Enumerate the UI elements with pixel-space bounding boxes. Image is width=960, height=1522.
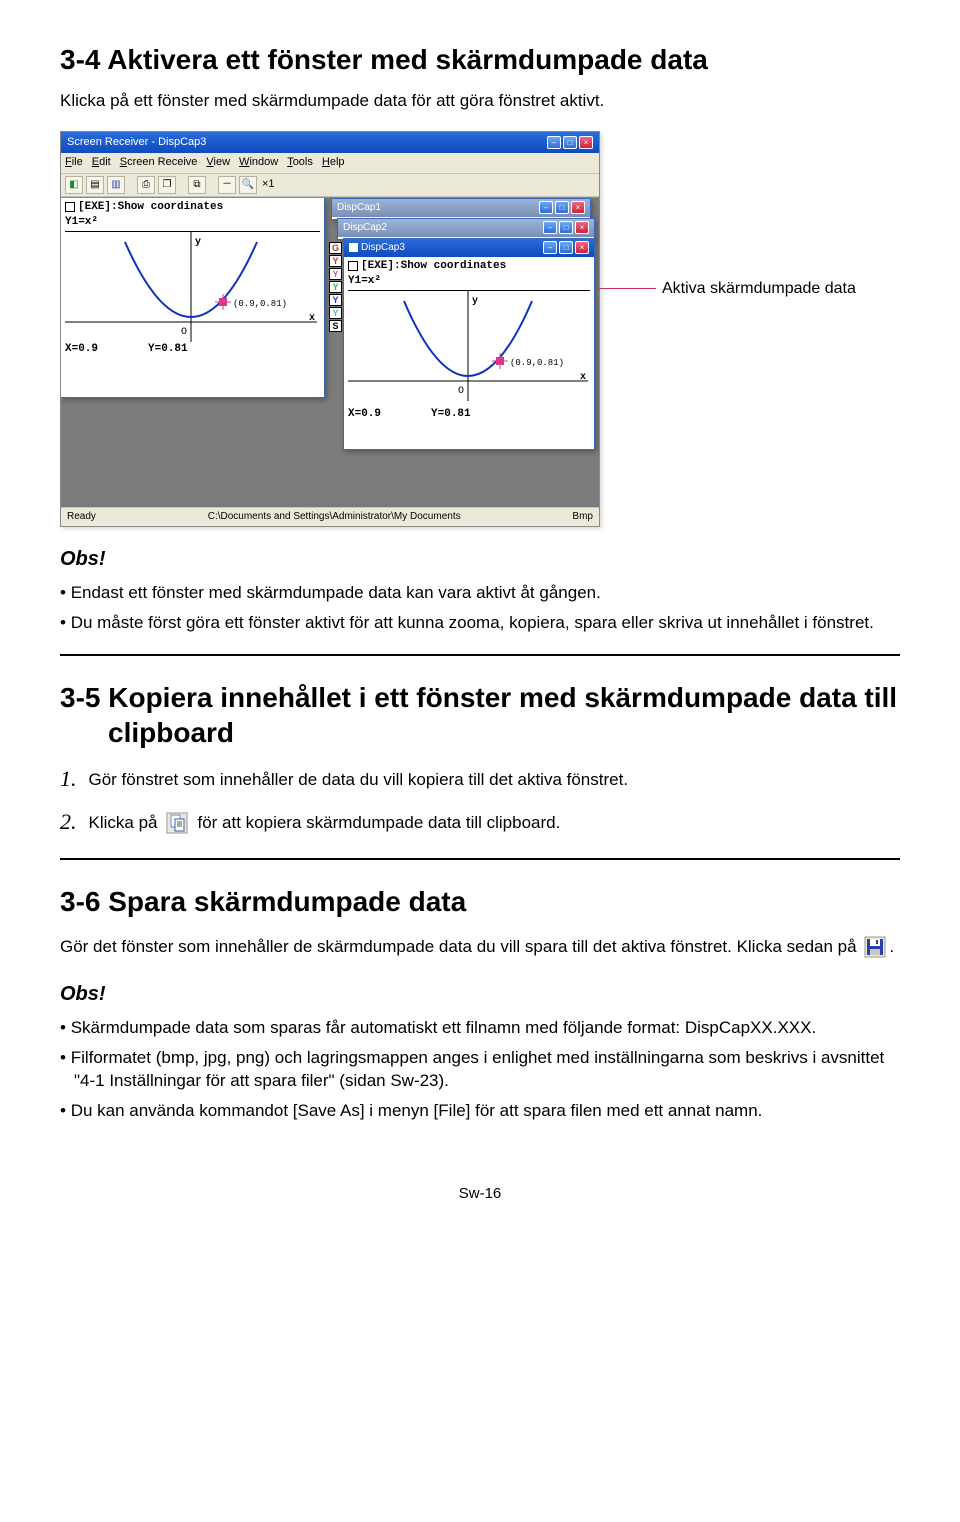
app-title: Screen Receiver - DispCap3 — [67, 135, 206, 150]
step-1: 1. Gör fönstret som innehåller de data d… — [60, 764, 900, 795]
child-minimize[interactable]: ‒ — [543, 241, 557, 254]
svg-text:y: y — [472, 296, 478, 307]
intro-a: Gör det fönster som innehåller de skärmd… — [60, 937, 857, 956]
left-plot: y x O (0.9,0.81) — [65, 232, 317, 342]
section-3-6-bullets: Skärmdumpade data som sparas får automat… — [60, 1016, 900, 1123]
svg-text:O: O — [458, 386, 464, 397]
side-letters: G Y Y Y Y Y S — [329, 242, 343, 332]
callout: Aktiva skärmdumpade data — [596, 279, 856, 299]
svg-text:x: x — [580, 372, 586, 383]
child-window-dispcap2[interactable]: DispCap2 ‒□× — [337, 218, 595, 240]
step-2-num: 2. — [60, 807, 77, 838]
section-3-5-steps: 1. Gör fönstret som innehåller de data d… — [60, 764, 900, 838]
rule-2 — [60, 858, 900, 860]
toolbar-btn-1[interactable]: ◧ — [65, 176, 83, 194]
section-3-4-heading: 3-4 Aktivera ett fönster med skärmdumpad… — [60, 40, 900, 79]
doc-icon — [349, 243, 358, 252]
callout-text: Aktiva skärmdumpade data — [662, 279, 856, 299]
section-3-6-heading: 3-6 Spara skärmdumpade data — [60, 884, 900, 919]
mdi-area: [EXE]:Show coordinates Y1=x² y x O (0.9,… — [61, 197, 599, 507]
child-window-dispcap3-active[interactable]: DispCap3 ‒□× [EXE]:Show coordinates Y1=x… — [343, 238, 595, 450]
section-3-4-intro: Klicka på ett fönster med skärmdumpade d… — [60, 89, 900, 113]
left-y1: Y1=x² — [65, 215, 320, 231]
menu-file[interactable]: File — [65, 155, 83, 170]
section-3-6-intro: Gör det fönster som innehåller de skärmd… — [60, 933, 900, 962]
bullet-3-6-3: Du kan använda kommandot [Save As] i men… — [60, 1099, 900, 1123]
svg-text:y: y — [195, 237, 201, 248]
bullet-3-4-1: Endast ett fönster med skärmdumpade data… — [60, 581, 900, 605]
svg-text:x: x — [309, 313, 315, 324]
obs-label-2: Obs! — [60, 980, 900, 1008]
left-y-value: Y=0.81 — [148, 342, 188, 357]
child-maximize[interactable]: □ — [559, 241, 573, 254]
bullet-3-6-2: Filformatet (bmp, jpg, png) och lagrings… — [60, 1046, 900, 1094]
screenshot-figure: Screen Receiver - DispCap3 ‒ □ × File Ed… — [60, 131, 900, 527]
child-close[interactable]: × — [575, 241, 589, 254]
section-3-5-heading: 3-5 Kopiera innehållet i ett fönster med… — [60, 680, 900, 750]
save-floppy-icon — [864, 936, 886, 958]
menubar: File Edit Screen Receive View Window Too… — [61, 153, 599, 173]
menu-screen-receive[interactable]: Screen Receive — [120, 155, 198, 170]
rule-1 — [60, 654, 900, 656]
front-header: [EXE]:Show coordinates — [361, 259, 506, 274]
step-2: 2. Klicka på för att kopiera skärmdumpad… — [60, 807, 900, 838]
toolbar-zoomout-icon[interactable]: － — [218, 176, 236, 194]
bullet-3-6-1: Skärmdumpade data som sparas får automat… — [60, 1016, 900, 1040]
svg-text:O: O — [181, 327, 187, 338]
lock-icon — [348, 261, 358, 271]
step-1-num: 1. — [60, 764, 77, 795]
svg-text:(0.9,0.81): (0.9,0.81) — [510, 358, 564, 368]
menu-help[interactable]: Help — [322, 155, 345, 170]
step-2-text-a: Klicka på — [89, 811, 158, 835]
maximize-button[interactable]: □ — [563, 136, 577, 149]
window-buttons: ‒ □ × — [547, 136, 593, 149]
obs-label-1: Obs! — [60, 545, 900, 573]
menu-edit[interactable]: Edit — [92, 155, 111, 170]
intro-b: . — [889, 937, 894, 956]
toolbar-save-icon[interactable]: ▥ — [107, 176, 125, 194]
child-window-dispcap1[interactable]: DispCap1 ‒□× — [331, 198, 591, 220]
bullet-3-4-2: Du måste först göra ett fönster aktivt f… — [60, 611, 900, 635]
step-2-text-b: för att kopiera skärmdumpade data till c… — [197, 811, 560, 835]
section-3-4-bullets: Endast ett fönster med skärmdumpade data… — [60, 581, 900, 635]
menu-view[interactable]: View — [206, 155, 230, 170]
minimize-button[interactable]: ‒ — [547, 136, 561, 149]
menu-tools[interactable]: Tools — [287, 155, 313, 170]
status-left: Ready — [67, 510, 96, 524]
callout-line — [596, 288, 656, 289]
child-window-left[interactable]: [EXE]:Show coordinates Y1=x² y x O (0.9,… — [61, 198, 325, 398]
toolbar: ◧ ▤ ▥ ⎙ ❐ ⧉ － 🔍 ×1 — [61, 174, 599, 197]
toolbar-btn-2[interactable]: ▤ — [86, 176, 104, 194]
front-plot: y x O (0.9,0.81) — [348, 291, 588, 401]
page-number: Sw-16 — [60, 1183, 900, 1204]
toolbar-print-icon[interactable]: ⎙ — [137, 176, 155, 194]
copy-icon — [166, 812, 188, 834]
left-header: [EXE]:Show coordinates — [78, 200, 223, 215]
close-button[interactable]: × — [579, 136, 593, 149]
toolbar-zoomin-icon[interactable]: 🔍 — [239, 176, 257, 194]
front-x-value: X=0.9 — [348, 407, 381, 422]
front-y1: Y1=x² — [348, 274, 590, 290]
lock-icon — [65, 202, 75, 212]
status-right: Bmp — [572, 510, 593, 524]
screenshot-window: Screen Receiver - DispCap3 ‒ □ × File Ed… — [60, 131, 600, 527]
app-titlebar: Screen Receiver - DispCap3 ‒ □ × — [61, 132, 599, 153]
left-x-value: X=0.9 — [65, 342, 98, 357]
toolbar-zoom-label: ×1 — [262, 177, 275, 192]
toolbar-preview-icon[interactable]: ❐ — [158, 176, 176, 194]
front-y-value: Y=0.81 — [431, 407, 471, 422]
step-1-text: Gör fönstret som innehåller de data du v… — [89, 768, 629, 792]
toolbar-copy-icon[interactable]: ⧉ — [188, 176, 206, 194]
statusbar: Ready C:\Documents and Settings\Administ… — [61, 507, 599, 526]
menu-window[interactable]: Window — [239, 155, 278, 170]
svg-text:(0.9,0.81): (0.9,0.81) — [233, 299, 287, 309]
status-path: C:\Documents and Settings\Administrator\… — [208, 510, 461, 524]
